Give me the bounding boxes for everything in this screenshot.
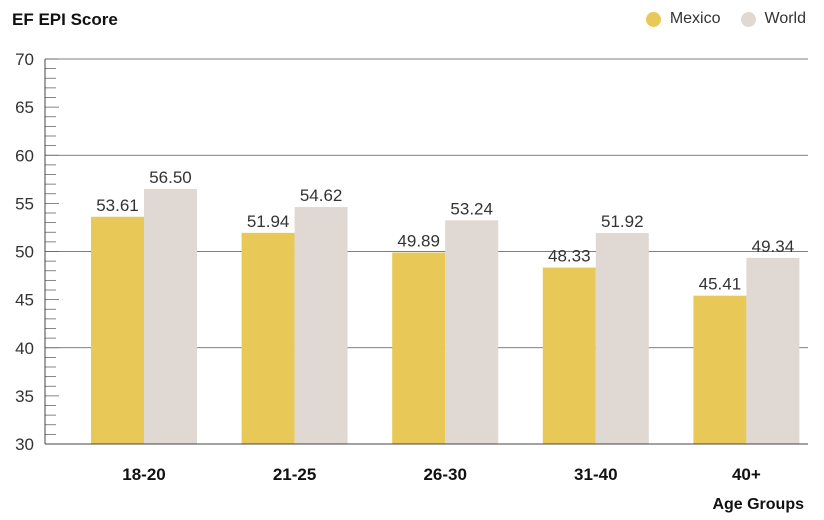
- y-tick-label: 30: [15, 435, 34, 454]
- bar-mexico: [241, 232, 295, 444]
- y-tick-label: 50: [15, 243, 34, 262]
- data-label: 49.34: [752, 237, 795, 256]
- y-tick-label: 55: [15, 194, 34, 213]
- legend-item-mexico: Mexico: [645, 10, 721, 28]
- legend-label-mexico: Mexico: [669, 10, 721, 27]
- x-tick-label: 21-25: [273, 465, 316, 484]
- x-tick-label: 18-20: [122, 465, 165, 484]
- y-tick-label: 45: [15, 291, 34, 310]
- data-label: 45.41: [699, 275, 742, 294]
- bar-world: [294, 207, 348, 444]
- data-label: 49.89: [397, 232, 440, 251]
- legend-dot-world: [740, 11, 756, 27]
- bar-mexico: [91, 216, 144, 444]
- y-tick-label: 40: [15, 339, 34, 358]
- y-tick-label: 65: [15, 98, 34, 117]
- data-label: 51.92: [601, 212, 644, 231]
- data-label: 53.61: [96, 196, 139, 215]
- x-axis-title: Age Groups: [712, 496, 804, 513]
- data-label: 48.33: [548, 247, 591, 266]
- bar-mexico: [542, 267, 596, 444]
- bar-mexico: [693, 295, 747, 444]
- legend: Mexico World: [645, 10, 807, 28]
- x-tick-label: 26-30: [423, 465, 466, 484]
- legend-label-world: World: [764, 10, 807, 27]
- data-label: 56.50: [149, 168, 192, 187]
- bar-world: [595, 233, 649, 444]
- data-label: 54.62: [300, 186, 343, 205]
- y-axis-title: EF EPI Score: [12, 10, 118, 29]
- bar-mexico: [392, 252, 446, 444]
- x-tick-label: 31-40: [574, 465, 617, 484]
- bar-world: [445, 220, 499, 444]
- legend-item-world: World: [740, 10, 807, 28]
- y-tick-label: 60: [15, 146, 34, 165]
- legend-dot-mexico: [645, 11, 661, 27]
- data-label: 53.24: [450, 199, 493, 218]
- x-tick-label: 40+: [732, 465, 761, 484]
- bar-world: [144, 188, 197, 444]
- y-tick-label: 70: [15, 50, 34, 69]
- y-tick-label: 35: [15, 387, 34, 406]
- data-label: 51.94: [247, 212, 290, 231]
- bar-world: [746, 257, 800, 444]
